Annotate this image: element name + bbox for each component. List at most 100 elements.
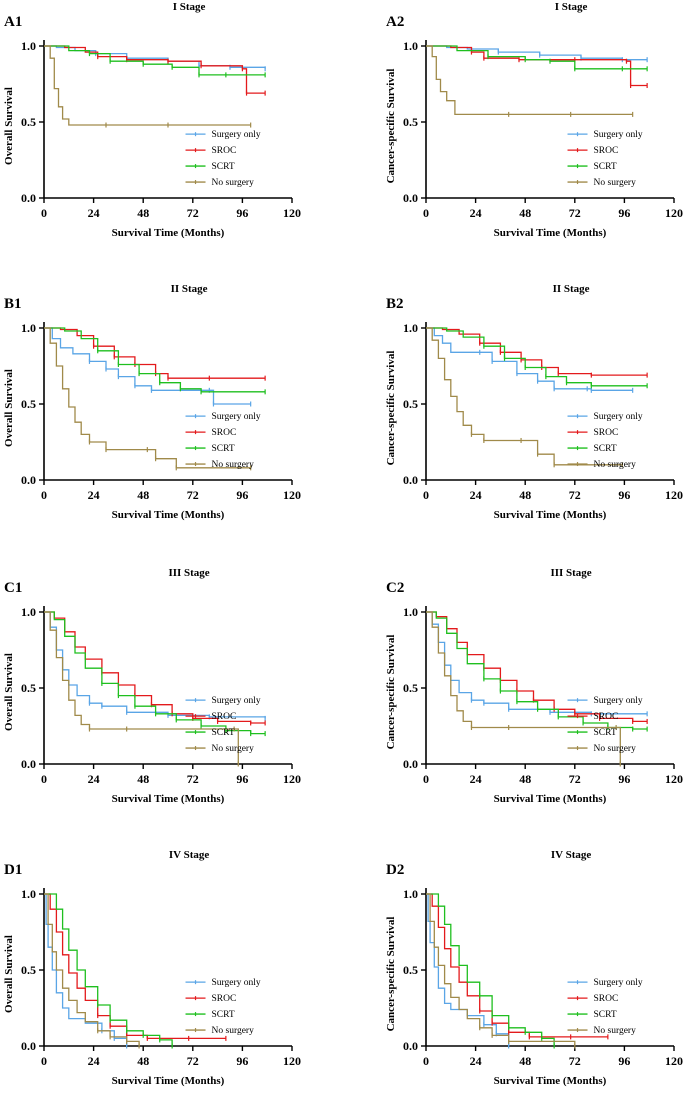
survival-curve [44, 45, 266, 76]
y-tick-label: 1.0 [403, 321, 418, 335]
legend-label: No surgery [212, 1026, 255, 1036]
survival-curve [44, 893, 226, 1040]
x-tick-label: 0 [41, 206, 47, 220]
series-scrt [426, 893, 555, 1049]
legend-label: SCRT [212, 444, 235, 454]
x-tick-label: 0 [41, 1054, 47, 1068]
chart-title: IV Stage [169, 849, 210, 861]
series-surgery-only [44, 45, 266, 72]
legend: Surgery only SROC SCRT No surgery [185, 130, 261, 188]
survival-curve [44, 611, 266, 735]
series-scrt [44, 45, 266, 78]
series-scrt [44, 327, 266, 395]
survival-curve [426, 611, 648, 723]
series-sroc [44, 45, 266, 96]
y-tick-label: 0.0 [403, 191, 418, 205]
panel-label: C2 [386, 580, 404, 596]
x-axis-label: Survival Time (Months) [112, 1075, 225, 1087]
y-tick-label: 1.0 [403, 887, 418, 901]
survival-curve [426, 893, 555, 1046]
survival-curve [44, 327, 266, 379]
survival-curve [44, 611, 266, 724]
series-sroc [426, 611, 648, 724]
x-axis-label: Survival Time (Months) [112, 227, 225, 239]
x-tick-label: 24 [88, 206, 100, 220]
survival-curve [426, 611, 648, 730]
survival-curve [426, 45, 648, 70]
x-tick-label: 24 [88, 1054, 100, 1068]
legend: Surgery only SROC SCRT No surgery [185, 978, 261, 1036]
x-tick-label: 0 [41, 772, 47, 786]
panel-a1: A1 I Stage 0 24 48 72 96 120 0.0 0.5 1.0 Survival T… [3, 1, 301, 239]
x-tick-label: 72 [569, 1054, 581, 1068]
x-tick-label: 120 [665, 772, 683, 786]
survival-curve [44, 327, 251, 469]
series-no-surgery [44, 327, 252, 471]
panel-b1: B1 II Stage 0 24 48 72 96 120 0.0 0.5 1.0 Survival … [3, 283, 301, 521]
y-axis-label: Cancer-specific Survival [385, 917, 397, 1032]
x-tick-label: 24 [470, 206, 482, 220]
x-tick-label: 72 [187, 1054, 199, 1068]
legend-label: SROC [594, 428, 619, 438]
legend-label: Surgery only [212, 696, 261, 706]
x-tick-label: 120 [283, 1054, 301, 1068]
x-tick-label: 0 [41, 488, 47, 502]
legend-label: SROC [594, 712, 619, 722]
panel-a2: A2 I Stage 0 24 48 72 96 120 0.0 0.5 1.0 Survival T… [385, 1, 683, 239]
y-tick-label: 0.0 [403, 1039, 418, 1053]
x-axis-label: Survival Time (Months) [494, 793, 607, 805]
y-tick-label: 0.5 [403, 963, 418, 977]
series-no-surgery [426, 893, 576, 1049]
y-tick-label: 0.0 [403, 757, 418, 771]
y-tick-label: 0.0 [21, 473, 36, 487]
survival-curve [44, 45, 251, 126]
panel-d1: D1 IV Stage 0 24 48 72 96 120 0.0 0.5 1.0 Survival … [3, 849, 301, 1087]
series-no-surgery [44, 611, 239, 767]
y-tick-label: 1.0 [21, 39, 36, 53]
x-tick-label: 0 [423, 1054, 429, 1068]
y-tick-label: 1.0 [403, 605, 418, 619]
y-tick-label: 0.5 [21, 397, 36, 411]
chart-title: III Stage [550, 567, 591, 579]
legend-label: Surgery only [594, 412, 643, 422]
y-axis-label: Cancer-specific Survival [385, 351, 397, 466]
x-tick-label: 96 [618, 772, 630, 786]
legend-label: No surgery [212, 460, 255, 470]
x-tick-label: 24 [88, 772, 100, 786]
legend: Surgery only SROC SCRT No surgery [567, 130, 643, 188]
legend-label: No surgery [594, 178, 637, 188]
legend-label: SCRT [594, 162, 617, 172]
x-tick-label: 120 [283, 488, 301, 502]
legend: Surgery only SROC SCRT No surgery [185, 412, 261, 470]
legend-label: SROC [212, 146, 237, 156]
x-tick-label: 48 [519, 1054, 531, 1068]
y-axis-label: Overall Survival [3, 369, 15, 447]
x-axis-label: Survival Time (Months) [494, 227, 607, 239]
series-scrt [426, 45, 648, 72]
x-tick-label: 48 [137, 1054, 149, 1068]
y-axis-label: Overall Survival [3, 653, 15, 731]
survival-curve [426, 611, 621, 764]
y-tick-label: 1.0 [21, 321, 36, 335]
x-tick-label: 72 [187, 488, 199, 502]
panel-c1: C1 III Stage 0 24 48 72 96 120 0.0 0.5 1.0 Survival… [3, 567, 301, 805]
x-tick-label: 72 [569, 488, 581, 502]
series-sroc [426, 45, 648, 89]
x-tick-label: 24 [470, 772, 482, 786]
series-no-surgery [426, 611, 621, 767]
x-tick-label: 0 [423, 206, 429, 220]
x-axis-label: Survival Time (Months) [494, 509, 607, 521]
panel-b2: B2 II Stage 0 24 48 72 96 120 0.0 0.5 1.0 Survival … [385, 283, 683, 521]
x-tick-label: 120 [283, 772, 301, 786]
survival-curve [426, 893, 576, 1046]
legend: Surgery only SROC SCRT No surgery [567, 978, 643, 1036]
y-tick-label: 0.0 [403, 473, 418, 487]
legend: Surgery only SROC SCRT No surgery [185, 696, 261, 754]
series-scrt [426, 327, 648, 389]
series-sroc [44, 611, 266, 726]
y-axis-label: Cancer-specific Survival [385, 69, 397, 184]
legend-label: No surgery [212, 744, 255, 754]
survival-curve [426, 327, 648, 387]
x-tick-label: 72 [187, 206, 199, 220]
